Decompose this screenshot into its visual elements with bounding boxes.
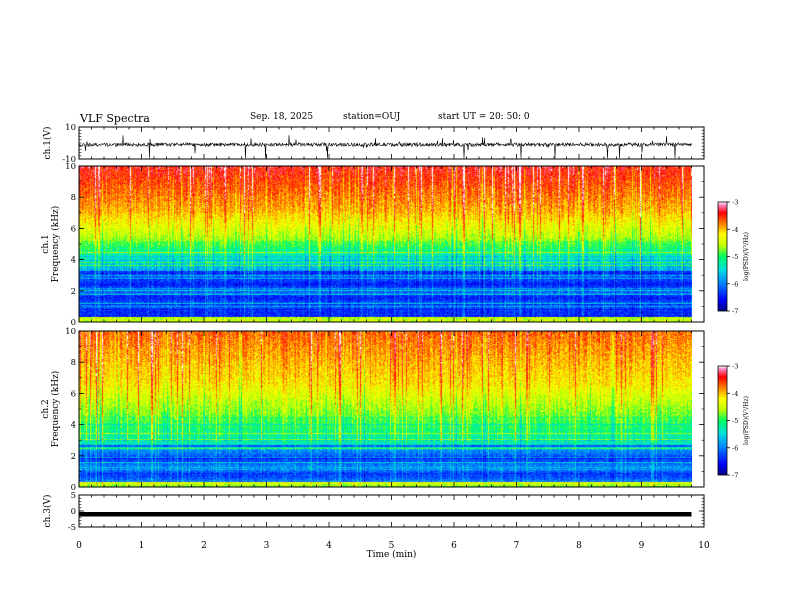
ch1-waveform-trace xyxy=(78,135,692,159)
station-label: station=OUJ xyxy=(343,112,401,122)
colorbar-tick-label: -5 xyxy=(732,417,738,425)
y-tick-label: 10 xyxy=(65,327,76,337)
x-tick-label: 4 xyxy=(326,541,332,551)
colorbar-label: log(PSD)(V²/Hz) xyxy=(743,396,750,445)
ch1-colorbar xyxy=(717,201,728,312)
y-tick-label: 6 xyxy=(71,389,76,399)
x-tick-label: 5 xyxy=(389,541,395,551)
x-tick-label: 9 xyxy=(639,541,645,551)
y-tick-label: -5 xyxy=(68,523,76,533)
colorbar-tick-label: -6 xyxy=(732,280,738,288)
colorbar-tick-label: -6 xyxy=(732,444,738,452)
x-tick-label: 3 xyxy=(264,541,270,551)
ch1-spectrogram-ylabel-frequency: Frequency (kHz) xyxy=(50,206,61,283)
y-tick-label: 4 xyxy=(71,421,76,431)
start-ut-label: start UT = 20: 50: 0 xyxy=(438,112,530,122)
ch1-spectrogram-ylabel-channel: ch.1 xyxy=(41,234,51,253)
colorbar-tick-label: -7 xyxy=(732,308,738,316)
x-tick-label: 2 xyxy=(201,541,207,551)
y-tick-label: 10 xyxy=(65,123,76,133)
ch2-spectrogram-ylabel-frequency: Frequency (kHz) xyxy=(50,371,61,448)
y-tick-label: 4 xyxy=(71,256,76,266)
ch2-spectrogram-image xyxy=(79,331,692,487)
x-tick-label: 1 xyxy=(139,541,145,551)
y-tick-label: 8 xyxy=(71,358,76,368)
x-tick-label: 8 xyxy=(576,541,582,551)
colorbar-label: log(PSD)(V²/Hz) xyxy=(743,232,750,281)
y-tick-label: -10 xyxy=(62,155,76,165)
y-tick-label: 10 xyxy=(65,162,76,172)
colorbar-tick-label: -4 xyxy=(732,390,738,398)
ch1-spectrogram-image xyxy=(79,166,692,322)
y-tick-label: 2 xyxy=(71,287,76,297)
y-tick-label: 8 xyxy=(71,193,76,203)
colorbar-tick-label: -7 xyxy=(732,472,738,480)
y-tick-label: 6 xyxy=(71,224,76,234)
colorbar-tick-label: -5 xyxy=(732,253,738,261)
colorbar-tick-label: -3 xyxy=(732,199,738,207)
y-tick-label: 2 xyxy=(71,452,76,462)
y-tick-label: 0 xyxy=(71,318,76,328)
ch2-colorbar xyxy=(717,365,728,476)
x-tick-label: 6 xyxy=(451,541,457,551)
y-tick-label: 0 xyxy=(71,507,76,517)
date-label: Sep. 18, 2025 xyxy=(250,112,314,122)
x-tick-label: 7 xyxy=(514,541,520,551)
ch3-waveform-ylabel: ch.3(V) xyxy=(42,495,53,528)
x-axis-label: Time (min) xyxy=(367,549,417,560)
x-tick-label: 0 xyxy=(76,541,82,551)
ch1-waveform-ylabel: ch.1(V) xyxy=(42,127,53,160)
ch2-spectrogram-ylabel-channel: ch.2 xyxy=(41,399,51,418)
colorbar-tick-label: -4 xyxy=(732,226,738,234)
y-tick-label: 5 xyxy=(71,491,76,501)
colorbar-tick-label: -3 xyxy=(732,363,738,371)
x-tick-label: 10 xyxy=(698,541,710,551)
figure-title: VLF Spectra xyxy=(80,112,150,125)
y-tick-label: 0 xyxy=(71,483,76,493)
